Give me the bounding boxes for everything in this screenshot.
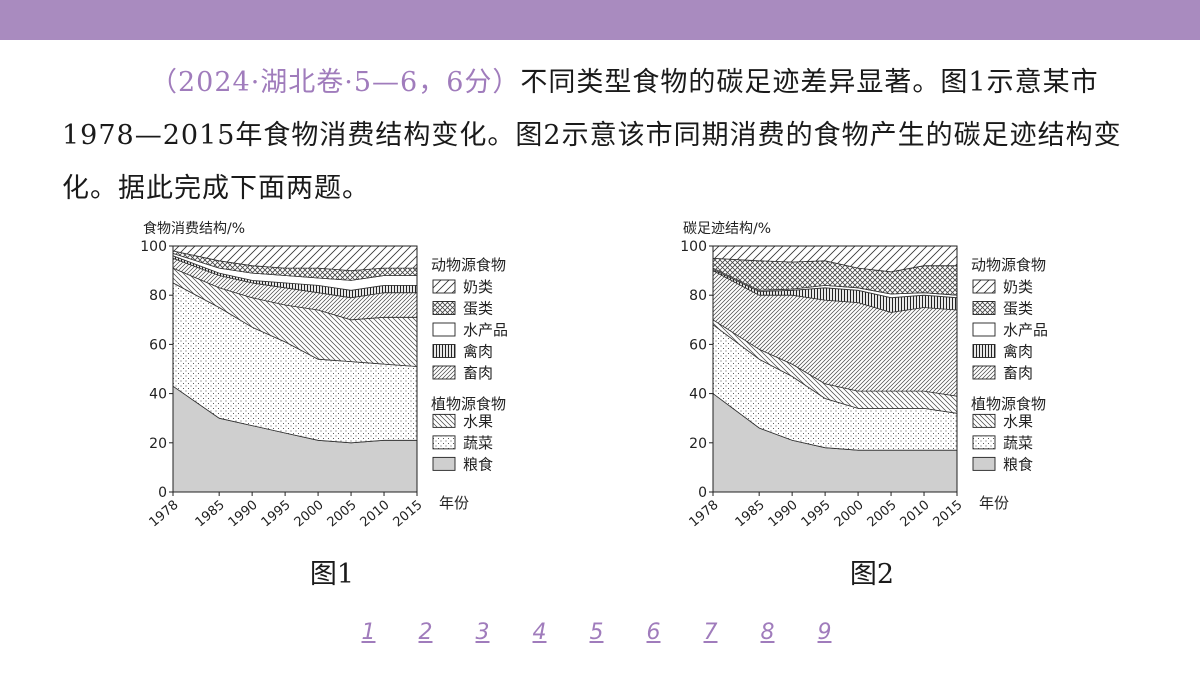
legend-swatch (972, 435, 996, 450)
page-link-6[interactable]: 6 (646, 620, 661, 645)
legend-group-plant: 植物源食物 (431, 395, 506, 413)
legend-label: 粮食 (1003, 455, 1033, 473)
x-tick-label: 2015 (931, 498, 966, 531)
legend-swatch (972, 322, 996, 337)
legend-swatch (432, 365, 456, 380)
page-link-1[interactable]: 1 (361, 620, 376, 645)
page-link-3[interactable]: 3 (475, 620, 490, 645)
legend-label: 水产品 (463, 321, 508, 339)
x-tick-label: 1995 (259, 498, 294, 531)
legend-group-animal: 动物源食物 (431, 256, 506, 274)
y-tick-label: 20 (149, 436, 167, 452)
page-link-8[interactable]: 8 (760, 620, 775, 645)
legend-label: 禽肉 (1003, 343, 1033, 361)
y-tick-label: 40 (689, 387, 707, 403)
figure-1-svg: 0 20 40 60 80 100 1978 198519901995200020052010… (140, 220, 508, 531)
legend-label: 蛋类 (463, 300, 493, 318)
legend-swatch (432, 413, 456, 428)
legend-label: 水产品 (1003, 321, 1048, 339)
x-tick-label: 1978 (687, 498, 722, 531)
page-link-5[interactable]: 5 (589, 620, 604, 645)
legend-label: 蔬菜 (1003, 434, 1033, 452)
y-tick-label: 40 (149, 387, 167, 403)
figure-1-chart: 0 20 40 60 80 100 1978 1985 1990 1995 2000 2005 2010… (135, 210, 545, 540)
legend-label: 水果 (463, 412, 493, 430)
legend-swatch (972, 279, 996, 294)
page-link-4[interactable]: 4 (532, 620, 547, 645)
legend-label: 奶类 (1003, 278, 1033, 296)
legend-label: 奶类 (463, 278, 493, 296)
x-tick-label: 1978 (147, 498, 182, 531)
x-tick-label: 2015 (391, 498, 426, 531)
legend-label: 蔬菜 (463, 434, 493, 452)
legend-label: 水果 (1003, 412, 1033, 430)
top-banner (0, 0, 1200, 40)
figure-2-svg: 0 20 40 60 80 100 1978 198519901995200020052010… (680, 221, 1048, 531)
x-axis-label: 年份 (979, 494, 1009, 512)
legend-swatch (432, 435, 456, 450)
x-tick-label: 2000 (832, 498, 867, 531)
legend-label: 蛋类 (1003, 300, 1033, 318)
question-text: （2024·湖北卷·5—6，6分）不同类型食物的碳足迹差异显著。图1示意某市19… (62, 56, 1152, 215)
figure-2-chart: 0 20 40 60 80 100 1978 1985 1990 1995 2000 2005 2010… (675, 210, 1085, 540)
y-tick-label: 100 (680, 239, 707, 255)
y-tick-label: 80 (149, 288, 167, 304)
x-axis-label: 年份 (439, 494, 469, 512)
x-tick-label: 2005 (865, 498, 900, 531)
legend-swatch (432, 322, 456, 337)
x-tick-label: 2010 (358, 498, 393, 531)
page-link-9[interactable]: 9 (817, 620, 832, 645)
legend-swatch (972, 413, 996, 428)
legend-label: 禽肉 (463, 343, 493, 361)
x-tick-label: 1985 (193, 498, 228, 531)
legend-swatch (972, 456, 996, 471)
legend-swatch (432, 344, 456, 358)
plot-frame (712, 245, 958, 493)
page-link-2[interactable]: 2 (418, 620, 433, 645)
x-tick-label: 1995 (799, 498, 834, 531)
legend-swatch (972, 344, 996, 358)
legend-label: 粮食 (463, 455, 493, 473)
legend-swatch (972, 365, 996, 380)
legend-label: 畜肉 (463, 364, 493, 382)
y-tick-label: 0 (698, 485, 707, 501)
y-axis-label: 碳足迹结构/% (683, 221, 771, 237)
question-pager: 1 2 3 4 5 6 7 8 9 (340, 620, 860, 645)
y-axis-label: 食物消费结构/% (143, 220, 245, 237)
x-tick-label: 1985 (733, 498, 768, 531)
legend-swatch (432, 301, 456, 315)
legend-group-animal: 动物源食物 (971, 256, 1046, 274)
x-tick-label: 1990 (766, 498, 801, 531)
question-body: 不同类型食物的碳足迹差异显著。图1示意某市1978—2015年食物消费结构变化。… (62, 67, 1122, 204)
page-link-7[interactable]: 7 (703, 620, 718, 645)
y-tick-label: 60 (149, 337, 167, 353)
question-source: （2024·湖北卷·5—6，6分） (150, 67, 521, 98)
y-tick-label: 20 (689, 436, 707, 452)
legend-label: 畜肉 (1003, 364, 1033, 382)
x-tick-label: 1990 (226, 498, 261, 531)
y-tick-label: 100 (140, 239, 167, 255)
legend-swatch (972, 301, 996, 315)
legend-swatch (432, 279, 456, 294)
plot-frame (172, 245, 418, 493)
x-tick-label: 2010 (898, 498, 933, 531)
y-tick-label: 80 (689, 288, 707, 304)
y-tick-label: 60 (689, 337, 707, 353)
figure-2-caption: 图2 (849, 559, 895, 590)
figure-1-caption: 图1 (309, 559, 355, 590)
x-tick-label: 2000 (292, 498, 327, 531)
legend-group-plant: 植物源食物 (971, 395, 1046, 413)
y-tick-label: 0 (158, 485, 167, 501)
legend-swatch (432, 456, 456, 471)
x-tick-label: 2005 (325, 498, 360, 531)
